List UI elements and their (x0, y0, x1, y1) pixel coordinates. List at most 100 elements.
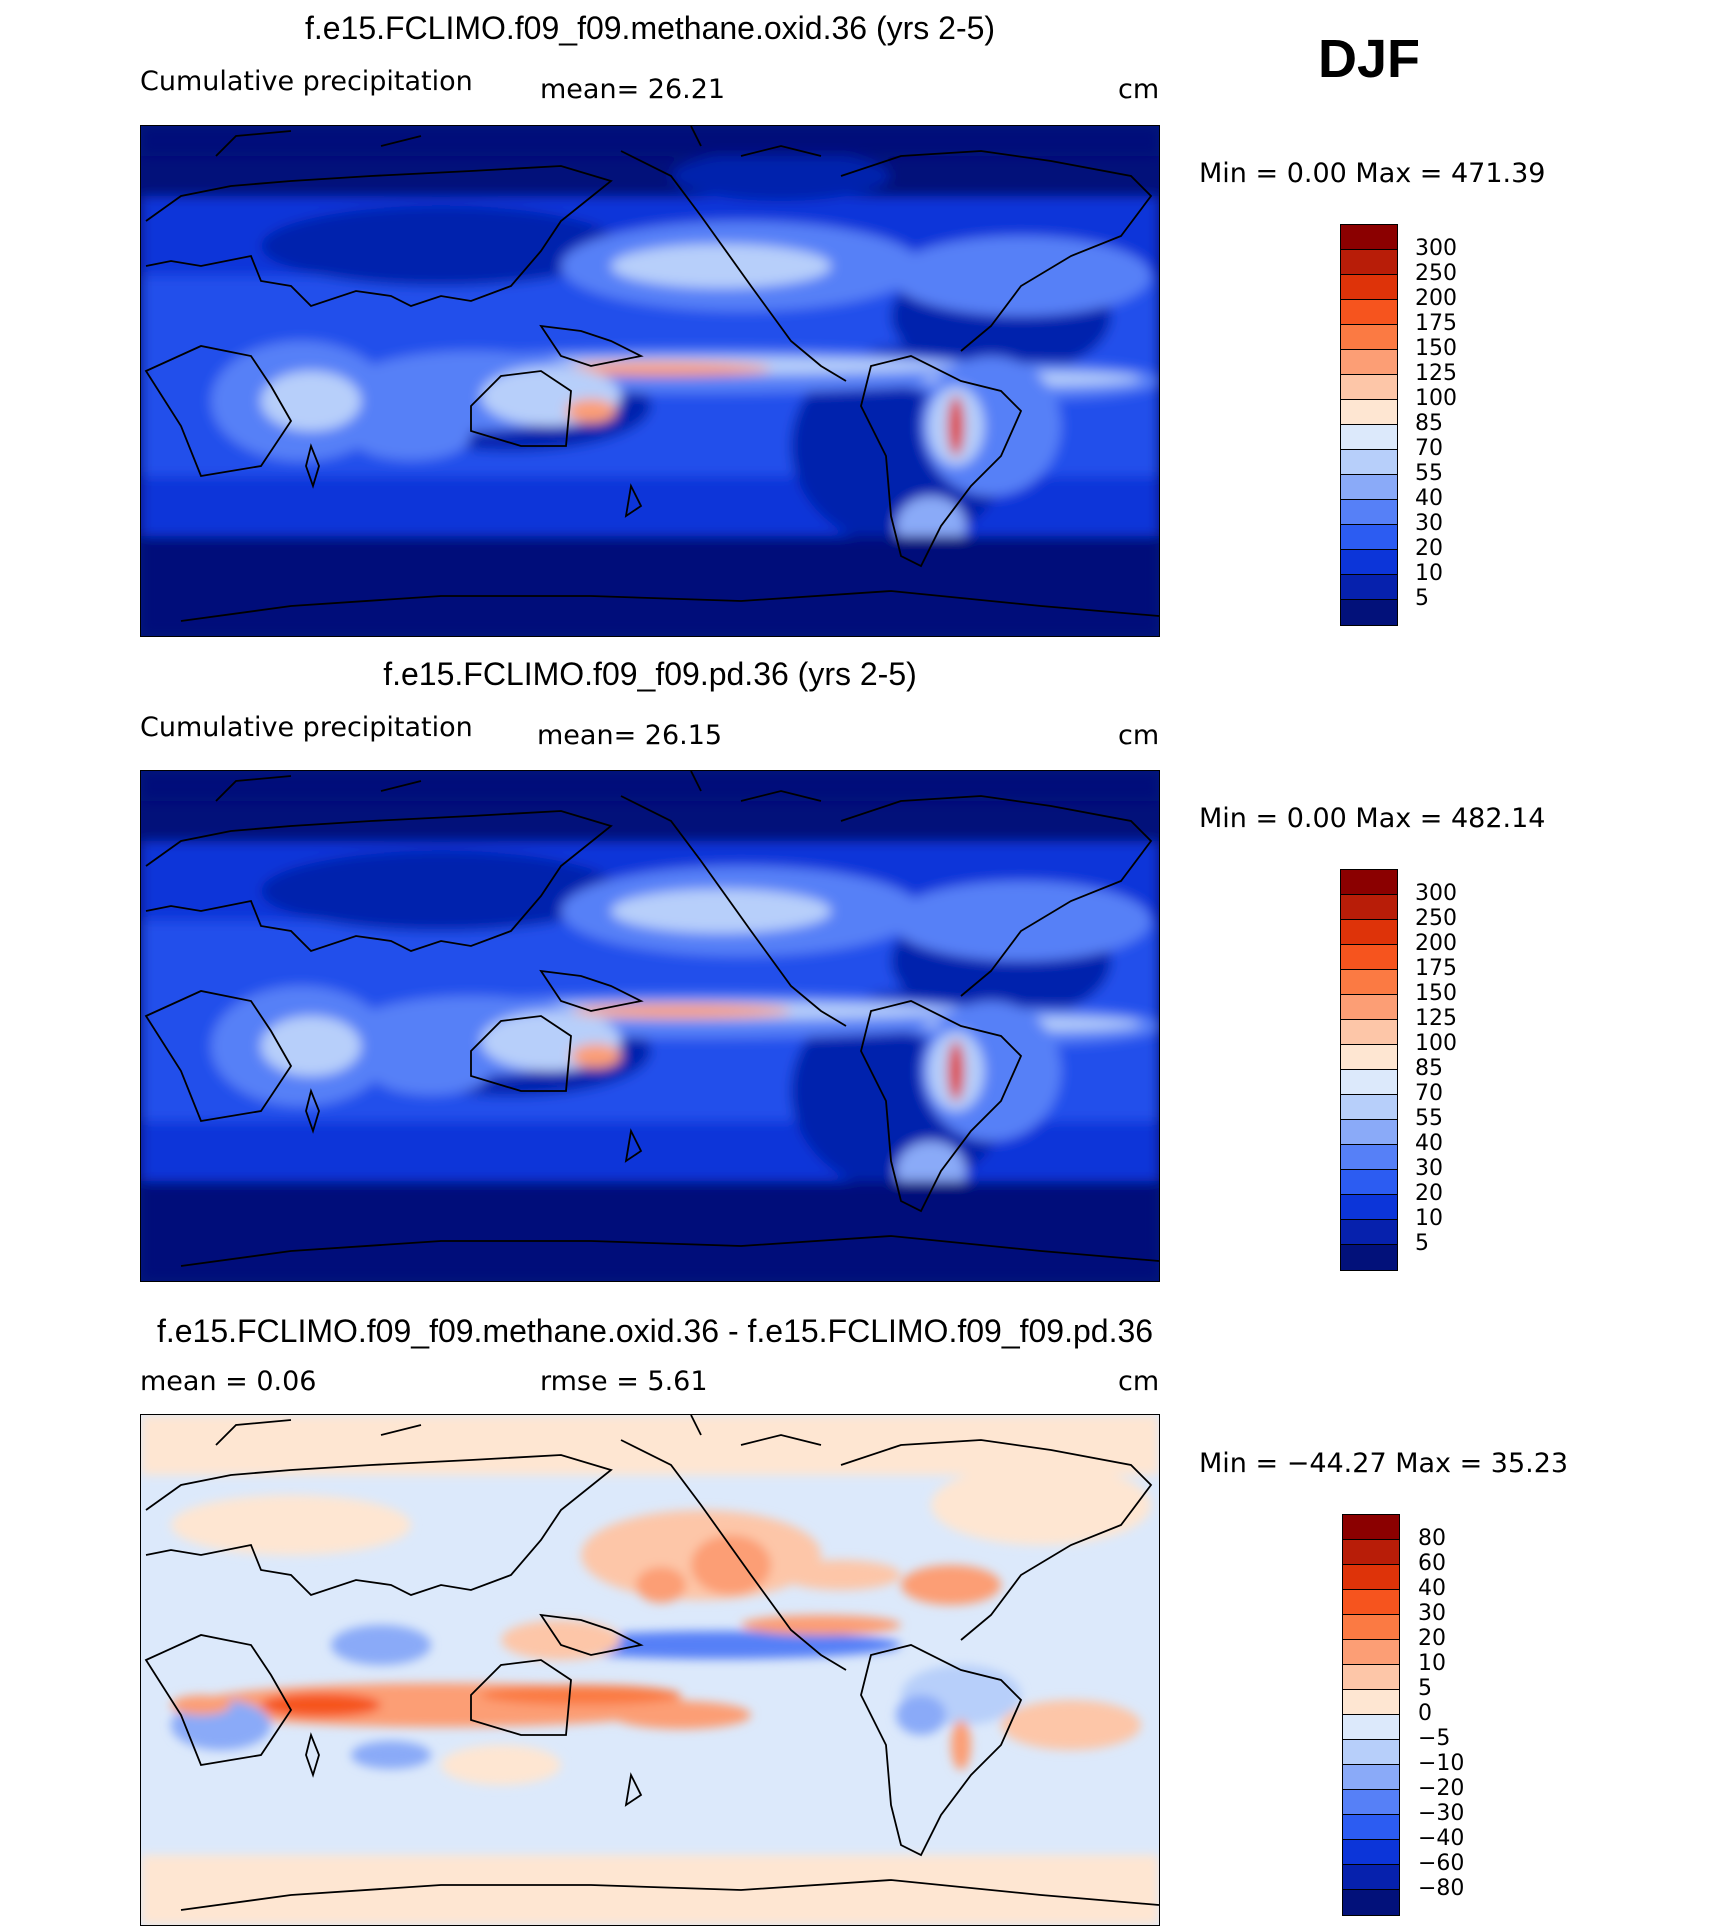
colorbar-tick-label: 20 (1415, 536, 1443, 561)
colorbar-tick-label: 40 (1418, 1576, 1446, 1601)
colorbar-swatch (1341, 300, 1397, 325)
colorbar-swatch (1343, 1790, 1399, 1815)
colorbar-tick-label: 200 (1415, 286, 1457, 311)
colorbar-tick-label: −10 (1418, 1751, 1465, 1776)
colorbar-tick-label: 40 (1415, 486, 1443, 511)
colorbar-swatch (1341, 475, 1397, 500)
colorbar-tick-label: 150 (1415, 981, 1457, 1006)
colorbar-swatch (1343, 1690, 1399, 1715)
colorbar-swatch (1341, 920, 1397, 945)
season-label: DJF (1318, 29, 1421, 89)
colorbar-tick-label: 80 (1418, 1526, 1446, 1551)
colorbar-swatch (1341, 1195, 1397, 1220)
colorbar-swatch (1341, 225, 1397, 250)
colorbar-tick-label: −30 (1418, 1801, 1465, 1826)
colorbar-tick-label: 100 (1415, 1031, 1457, 1056)
colorbar-swatch (1343, 1615, 1399, 1640)
colorbar-swatch (1341, 1095, 1397, 1120)
colorbar-swatch (1341, 400, 1397, 425)
colorbar-swatch (1343, 1640, 1399, 1665)
colorbar-swatch (1343, 1865, 1399, 1890)
colorbar-swatch (1343, 1540, 1399, 1565)
colorbar-swatch (1341, 450, 1397, 475)
colorbar-tick-label: 250 (1415, 261, 1457, 286)
colorbar-tick-label: 125 (1415, 361, 1457, 386)
colorbar-tick-label: 40 (1415, 1131, 1443, 1156)
colorbar-tick-label: 60 (1418, 1551, 1446, 1576)
panel3-map (140, 1414, 1160, 1926)
colorbar-swatch (1341, 870, 1397, 895)
colorbar-swatch (1341, 425, 1397, 450)
colorbar-tick-label: 200 (1415, 931, 1457, 956)
colorbar-tick-label: 30 (1415, 511, 1443, 536)
panel1-map (140, 125, 1160, 637)
colorbar-tick-label: −40 (1418, 1826, 1465, 1851)
colorbar-tick-label: 300 (1415, 236, 1457, 261)
colorbar-tick-label: 300 (1415, 881, 1457, 906)
colorbar-tick-label: −80 (1418, 1876, 1465, 1901)
colorbar-swatch (1341, 600, 1397, 625)
panel2-label-left: Cumulative precipitation (140, 712, 473, 743)
colorbar-tick-label: 0 (1418, 1701, 1432, 1726)
colorbar-tick-label: 10 (1415, 1206, 1443, 1231)
colorbar-swatch (1341, 325, 1397, 350)
colorbar-swatch (1341, 525, 1397, 550)
panel2-label-mid: mean= 26.15 (537, 720, 723, 751)
colorbar-tick-label: 85 (1415, 1056, 1443, 1081)
colorbar-swatch (1341, 1070, 1397, 1095)
colorbar-swatch (1341, 1020, 1397, 1045)
colorbar-tick-label: 10 (1415, 561, 1443, 586)
colorbar-swatch (1343, 1890, 1399, 1915)
panel3-colorbar (1342, 1514, 1400, 1916)
colorbar-swatch (1341, 970, 1397, 995)
panel2-map (140, 770, 1160, 1282)
colorbar-swatch (1343, 1815, 1399, 1840)
panel1-colorbar (1340, 224, 1398, 626)
panel1-label-left: Cumulative precipitation (140, 66, 473, 97)
colorbar-tick-label: 55 (1415, 1106, 1443, 1131)
panel1-title: f.e15.FCLIMO.f09_f09.methane.oxid.36 (yr… (304, 10, 996, 46)
colorbar-swatch (1341, 1245, 1397, 1270)
panel3-label-mid: rmse = 5.61 (540, 1366, 708, 1397)
colorbar-swatch (1341, 275, 1397, 300)
colorbar-tick-label: 70 (1415, 436, 1443, 461)
colorbar-tick-label: 30 (1418, 1601, 1446, 1626)
colorbar-swatch (1341, 1045, 1397, 1070)
colorbar-swatch (1343, 1840, 1399, 1865)
panel1-minmax: Min = 0.00 Max = 471.39 (1199, 158, 1546, 189)
colorbar-tick-label: 5 (1415, 586, 1429, 611)
colorbar-swatch (1341, 1170, 1397, 1195)
colorbar-tick-label: 125 (1415, 1006, 1457, 1031)
colorbar-swatch (1343, 1765, 1399, 1790)
colorbar-tick-label: 30 (1415, 1156, 1443, 1181)
panel1-units: cm (1118, 74, 1160, 105)
panel2-colorbar (1340, 869, 1398, 1271)
colorbar-tick-label: 175 (1415, 956, 1457, 981)
colorbar-swatch (1343, 1590, 1399, 1615)
colorbar-tick-label: 175 (1415, 311, 1457, 336)
colorbar-swatch (1341, 1145, 1397, 1170)
colorbar-swatch (1341, 550, 1397, 575)
colorbar-swatch (1341, 995, 1397, 1020)
panel2-minmax: Min = 0.00 Max = 482.14 (1199, 803, 1546, 834)
colorbar-tick-label: 100 (1415, 386, 1457, 411)
colorbar-swatch (1341, 250, 1397, 275)
colorbar-swatch (1341, 895, 1397, 920)
colorbar-swatch (1343, 1740, 1399, 1765)
colorbar-tick-label: 5 (1415, 1231, 1429, 1256)
colorbar-tick-label: 55 (1415, 461, 1443, 486)
colorbar-swatch (1341, 1120, 1397, 1145)
colorbar-swatch (1343, 1565, 1399, 1590)
colorbar-tick-label: −5 (1418, 1726, 1451, 1751)
colorbar-tick-label: 70 (1415, 1081, 1443, 1106)
panel2-title: f.e15.FCLIMO.f09_f09.pd.36 (yrs 2-5) (383, 656, 917, 692)
colorbar-swatch (1341, 1220, 1397, 1245)
panel2-units: cm (1118, 720, 1160, 751)
panel3-label-left: mean = 0.06 (140, 1366, 317, 1397)
colorbar-swatch (1341, 350, 1397, 375)
panel3-units: cm (1118, 1366, 1160, 1397)
panel3-minmax: Min = −44.27 Max = 35.23 (1199, 1448, 1569, 1479)
colorbar-tick-label: −20 (1418, 1776, 1465, 1801)
colorbar-swatch (1341, 575, 1397, 600)
colorbar-tick-label: 20 (1415, 1181, 1443, 1206)
